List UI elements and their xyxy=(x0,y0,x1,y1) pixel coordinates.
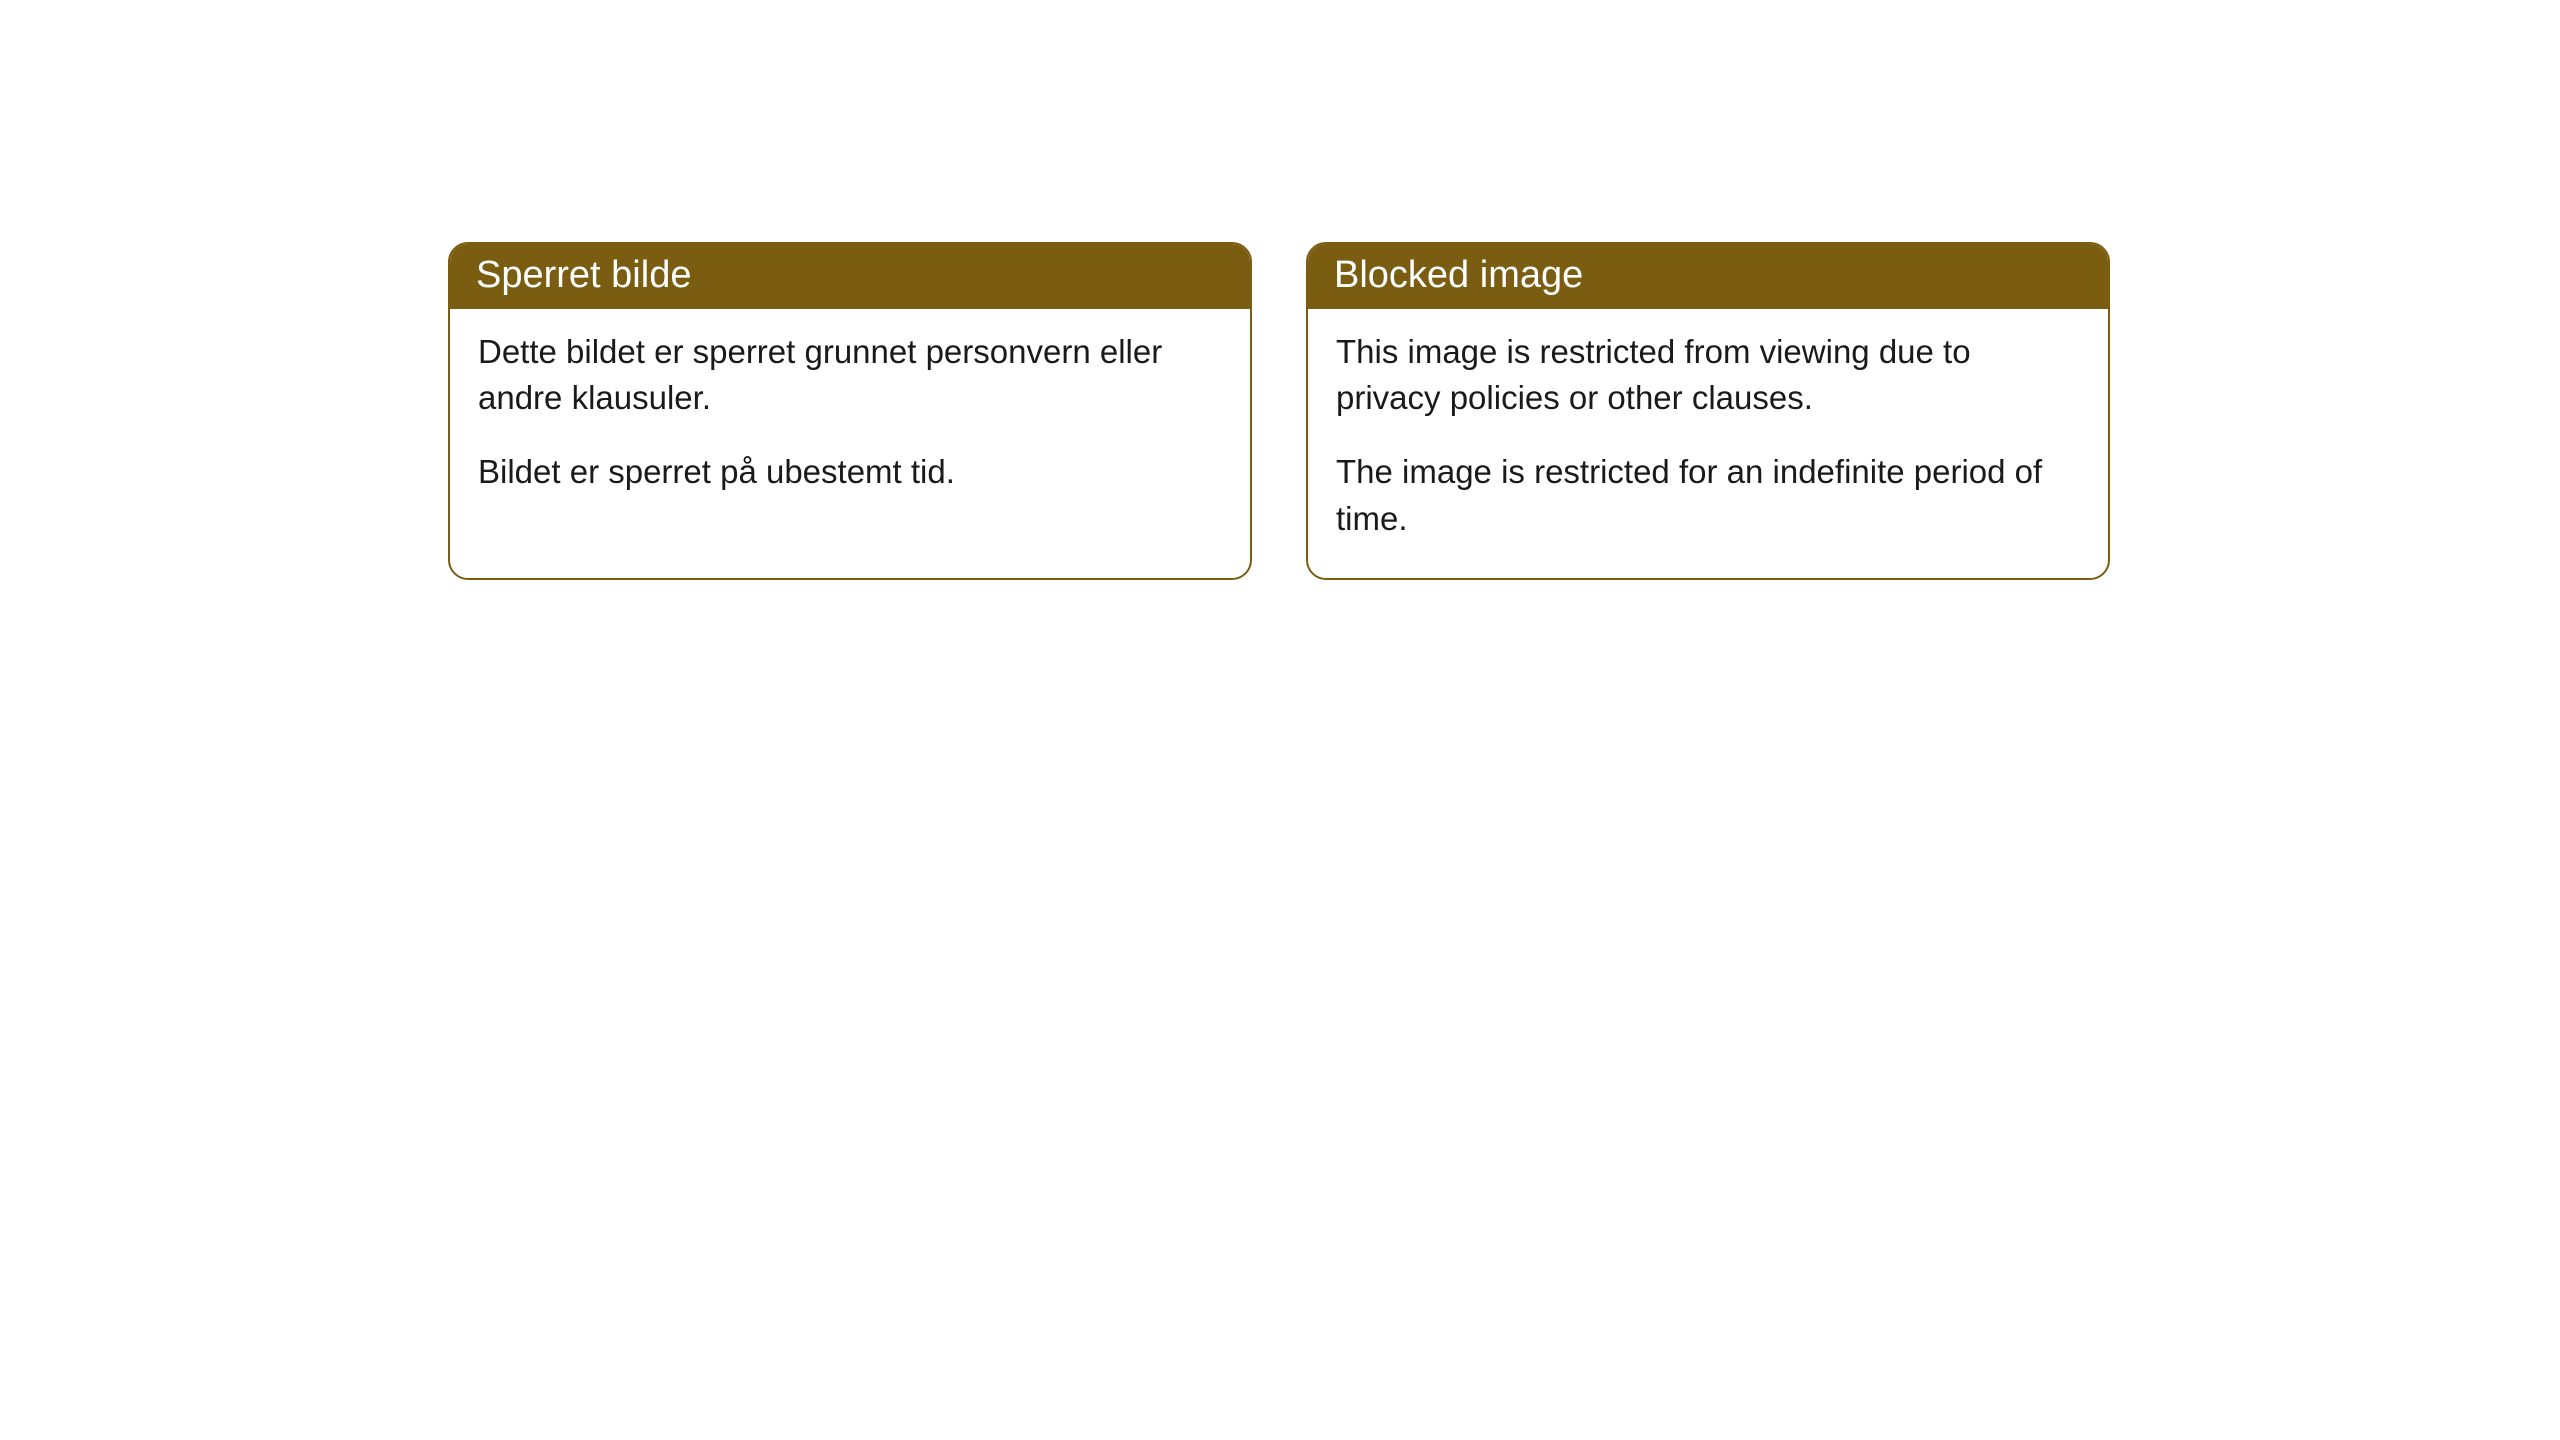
card-title: Blocked image xyxy=(1334,254,1583,296)
card-paragraph: Dette bildet er sperret grunnet personve… xyxy=(478,329,1222,421)
card-title: Sperret bilde xyxy=(476,254,691,296)
card-header: Sperret bilde xyxy=(450,244,1250,309)
card-header: Blocked image xyxy=(1308,244,2108,309)
notice-card-norwegian: Sperret bilde Dette bildet er sperret gr… xyxy=(448,242,1252,580)
card-body: This image is restricted from viewing du… xyxy=(1308,309,2108,578)
card-paragraph: The image is restricted for an indefinit… xyxy=(1336,449,2080,541)
card-body: Dette bildet er sperret grunnet personve… xyxy=(450,309,1250,532)
notice-cards-container: Sperret bilde Dette bildet er sperret gr… xyxy=(448,242,2110,580)
card-paragraph: This image is restricted from viewing du… xyxy=(1336,329,2080,421)
notice-card-english: Blocked image This image is restricted f… xyxy=(1306,242,2110,580)
card-paragraph: Bildet er sperret på ubestemt tid. xyxy=(478,449,1222,495)
